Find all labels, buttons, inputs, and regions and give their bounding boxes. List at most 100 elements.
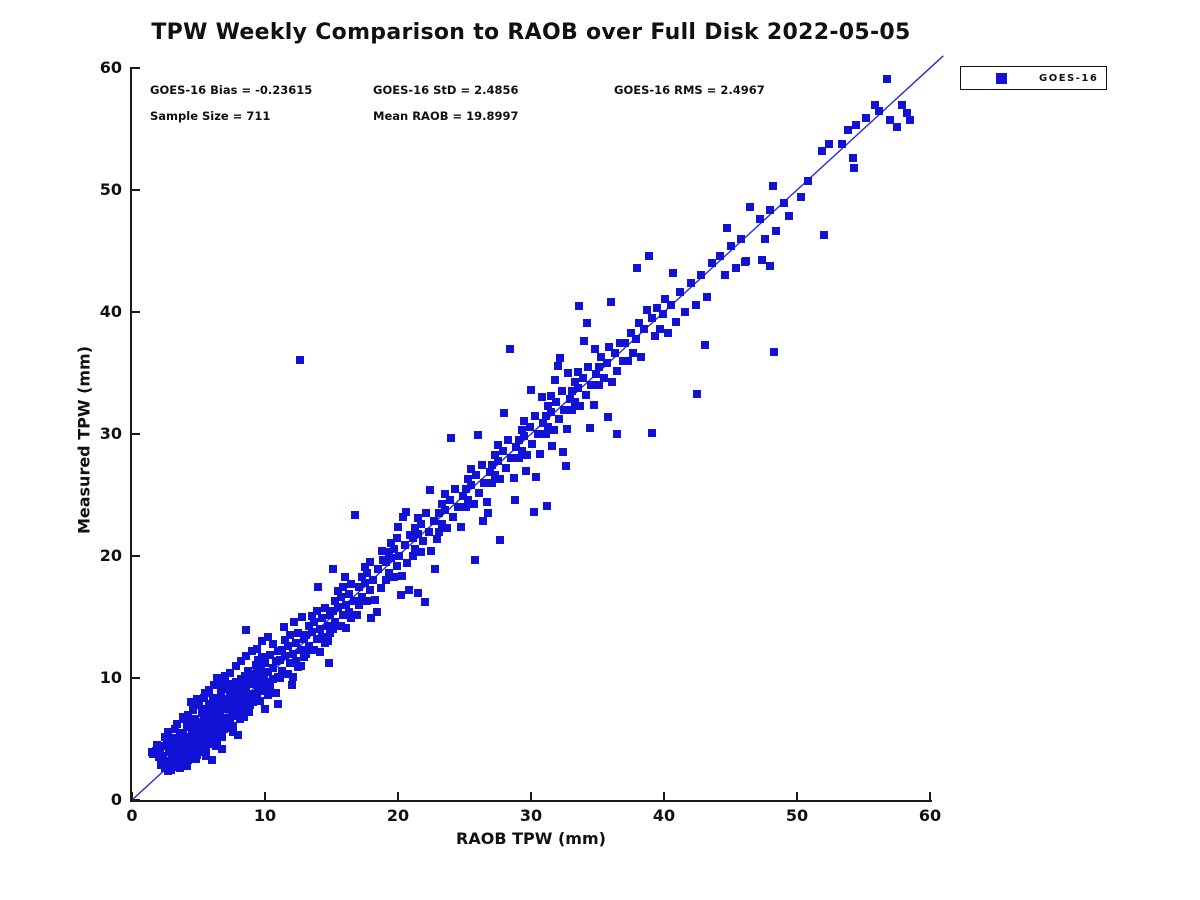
data-point bbox=[242, 652, 251, 661]
data-point bbox=[851, 121, 860, 130]
y-tick-mark bbox=[132, 67, 140, 69]
data-point bbox=[626, 328, 635, 337]
data-point bbox=[411, 523, 420, 532]
data-point bbox=[610, 349, 619, 358]
data-point bbox=[239, 681, 248, 690]
data-point bbox=[584, 362, 593, 371]
data-point bbox=[258, 637, 267, 646]
data-point bbox=[218, 744, 227, 753]
data-point bbox=[573, 383, 582, 392]
data-point bbox=[560, 405, 569, 414]
data-point bbox=[283, 670, 292, 679]
data-point bbox=[170, 725, 179, 734]
x-tick-mark bbox=[530, 792, 532, 800]
data-point bbox=[843, 126, 852, 135]
data-point bbox=[589, 400, 598, 409]
data-point bbox=[671, 317, 680, 326]
data-point bbox=[521, 466, 530, 475]
data-point bbox=[451, 484, 460, 493]
data-point bbox=[477, 460, 486, 469]
data-point bbox=[648, 428, 657, 437]
y-tick-mark bbox=[132, 799, 140, 801]
data-point bbox=[304, 642, 313, 651]
data-point bbox=[544, 422, 553, 431]
data-point bbox=[554, 415, 563, 424]
data-point bbox=[195, 728, 204, 737]
data-point bbox=[464, 495, 473, 504]
data-point bbox=[191, 754, 200, 763]
data-point bbox=[475, 488, 484, 497]
data-point bbox=[632, 334, 641, 343]
data-point bbox=[707, 259, 716, 268]
data-point bbox=[594, 381, 603, 390]
data-point bbox=[785, 211, 794, 220]
data-point bbox=[283, 642, 292, 651]
data-point bbox=[295, 355, 304, 364]
data-point bbox=[201, 688, 210, 697]
data-point bbox=[520, 416, 529, 425]
data-point bbox=[435, 527, 444, 536]
data-point bbox=[432, 534, 441, 543]
data-point bbox=[448, 512, 457, 521]
data-point bbox=[268, 639, 277, 648]
data-point bbox=[394, 522, 402, 531]
data-point bbox=[883, 74, 892, 83]
data-point bbox=[473, 431, 482, 440]
data-point bbox=[173, 720, 182, 729]
data-point bbox=[565, 394, 574, 403]
data-point bbox=[488, 478, 497, 487]
data-point bbox=[573, 367, 582, 376]
data-point bbox=[574, 301, 583, 310]
data-point bbox=[312, 606, 321, 615]
data-point bbox=[731, 264, 740, 273]
data-point bbox=[633, 264, 642, 273]
data-point bbox=[382, 576, 391, 585]
data-point bbox=[570, 398, 579, 407]
y-tick-label: 60 bbox=[99, 58, 122, 77]
data-point bbox=[838, 139, 847, 148]
data-point bbox=[564, 369, 573, 377]
data-point bbox=[280, 652, 289, 661]
data-point bbox=[175, 764, 184, 773]
data-point bbox=[480, 478, 489, 487]
data-point bbox=[202, 743, 211, 752]
data-point bbox=[358, 593, 367, 602]
data-point bbox=[360, 578, 369, 587]
stat-bias: GOES-16 Bias = -0.23615 bbox=[150, 83, 313, 97]
data-point bbox=[675, 288, 684, 297]
data-point bbox=[234, 683, 243, 692]
x-axis-line bbox=[130, 800, 932, 802]
data-point bbox=[280, 636, 289, 645]
data-point bbox=[597, 353, 606, 362]
data-point bbox=[637, 353, 646, 362]
data-point bbox=[245, 708, 254, 717]
data-point bbox=[440, 489, 449, 498]
data-point bbox=[493, 456, 502, 465]
data-point bbox=[352, 610, 361, 619]
data-point bbox=[558, 448, 567, 457]
data-point bbox=[324, 659, 333, 668]
data-point bbox=[181, 715, 190, 724]
data-point bbox=[263, 667, 272, 676]
data-point bbox=[291, 638, 300, 647]
data-point bbox=[234, 731, 243, 740]
data-point bbox=[546, 408, 555, 417]
y-axis-line bbox=[130, 67, 132, 802]
x-tick-label: 60 bbox=[918, 806, 942, 825]
data-point bbox=[726, 242, 735, 251]
data-point bbox=[755, 215, 764, 224]
x-tick-label: 0 bbox=[126, 806, 138, 825]
data-point bbox=[530, 411, 539, 420]
data-point bbox=[253, 644, 262, 653]
data-point bbox=[691, 300, 700, 309]
data-point bbox=[613, 366, 622, 375]
data-point bbox=[456, 522, 465, 531]
data-point bbox=[213, 737, 222, 746]
data-point bbox=[746, 203, 755, 212]
data-point bbox=[576, 401, 585, 410]
data-point bbox=[334, 587, 343, 596]
data-point bbox=[251, 660, 260, 669]
data-point bbox=[431, 565, 440, 574]
data-point bbox=[229, 727, 238, 736]
